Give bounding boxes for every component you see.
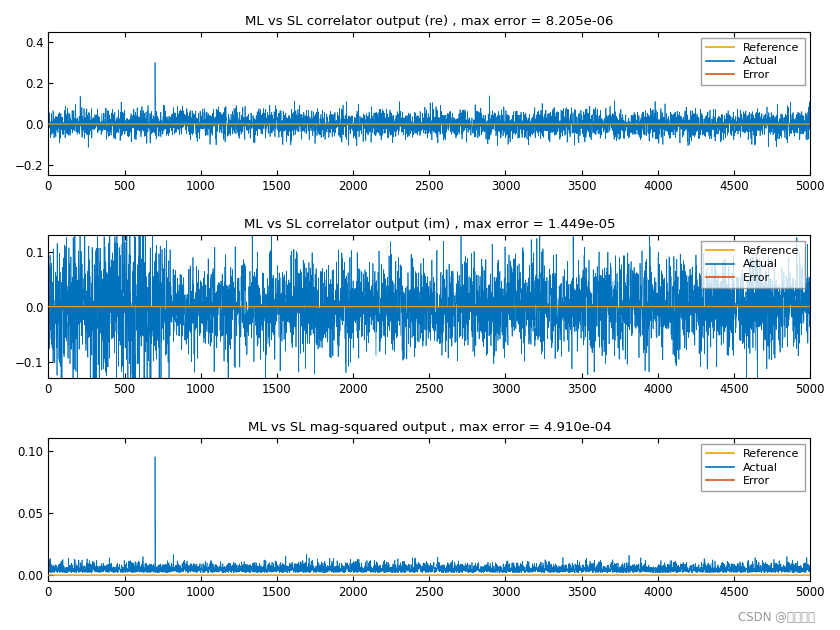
Legend: Reference, Actual, Error: Reference, Actual, Error bbox=[701, 241, 805, 289]
Legend: Reference, Actual, Error: Reference, Actual, Error bbox=[701, 38, 805, 85]
Text: CSDN @明才有空: CSDN @明才有空 bbox=[738, 610, 815, 624]
Title: ML vs SL correlator output (im) , max error = 1.449e-05: ML vs SL correlator output (im) , max er… bbox=[244, 218, 615, 231]
Title: ML vs SL correlator output (re) , max error = 8.205e-06: ML vs SL correlator output (re) , max er… bbox=[245, 15, 613, 28]
Legend: Reference, Actual, Error: Reference, Actual, Error bbox=[701, 444, 805, 491]
Title: ML vs SL mag-squared output , max error = 4.910e-04: ML vs SL mag-squared output , max error … bbox=[248, 421, 611, 434]
